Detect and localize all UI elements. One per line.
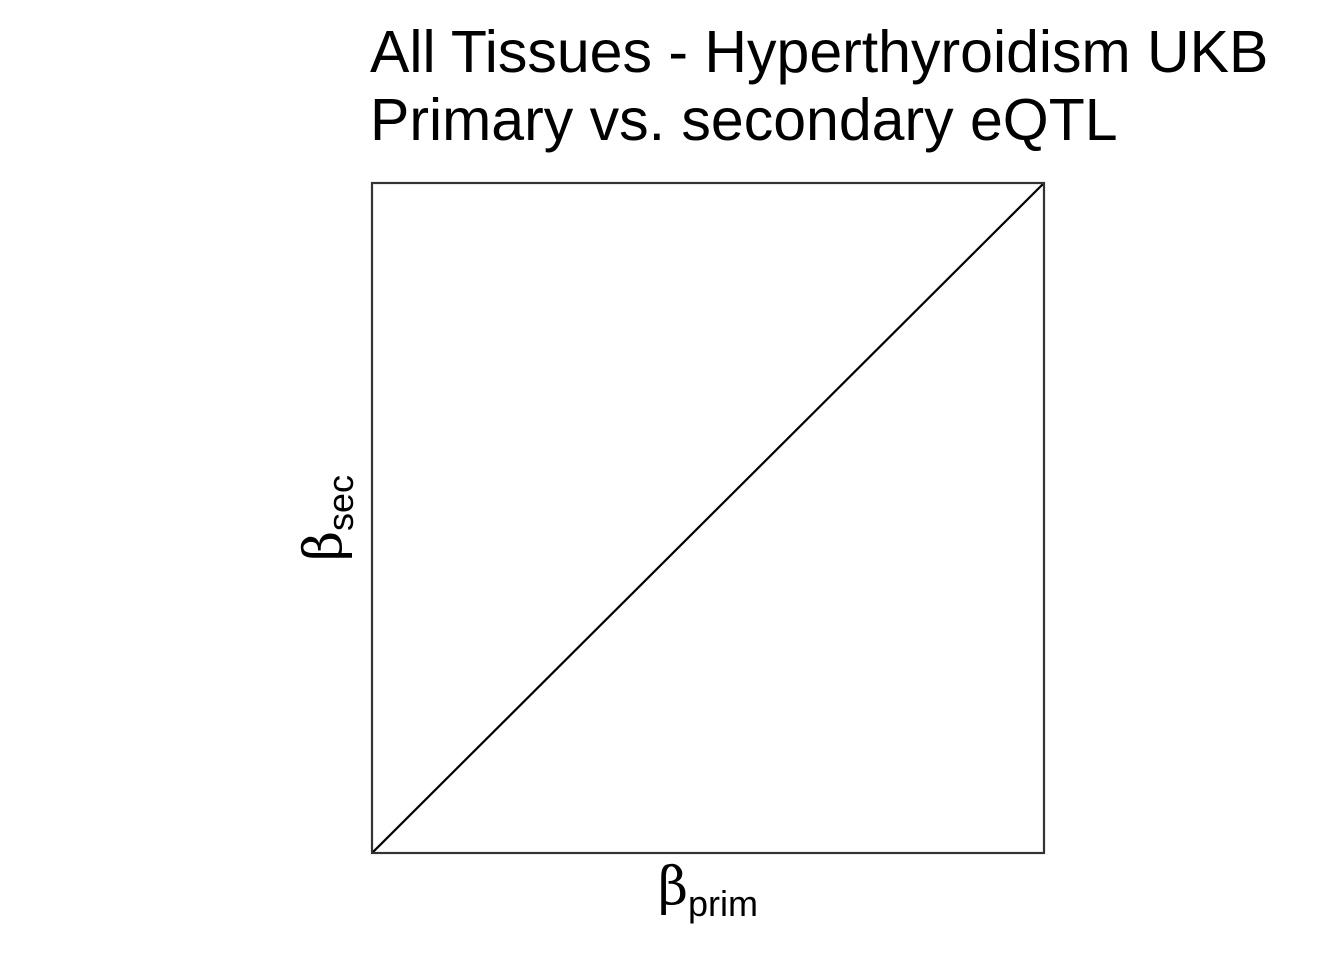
- chart-title: All Tissues - Hyperthyroidism UKB Primar…: [370, 18, 1268, 154]
- y-axis-label-subscript: sec: [320, 475, 361, 531]
- chart-marks: [371, 182, 1045, 854]
- x-axis-label-subscript: prim: [688, 883, 758, 924]
- y-axis-label: βsec: [294, 475, 361, 561]
- identity-reference-line: [371, 182, 1045, 854]
- y-axis-label-symbol: β: [294, 531, 354, 561]
- x-axis-label-symbol: β: [658, 857, 688, 917]
- chart-title-line-1: All Tissues - Hyperthyroidism UKB: [370, 19, 1269, 85]
- plot-frame: [370, 181, 1046, 855]
- x-axis-label: βprim: [658, 857, 758, 924]
- chart-title-line-2: Primary vs. secondary eQTL: [370, 87, 1118, 153]
